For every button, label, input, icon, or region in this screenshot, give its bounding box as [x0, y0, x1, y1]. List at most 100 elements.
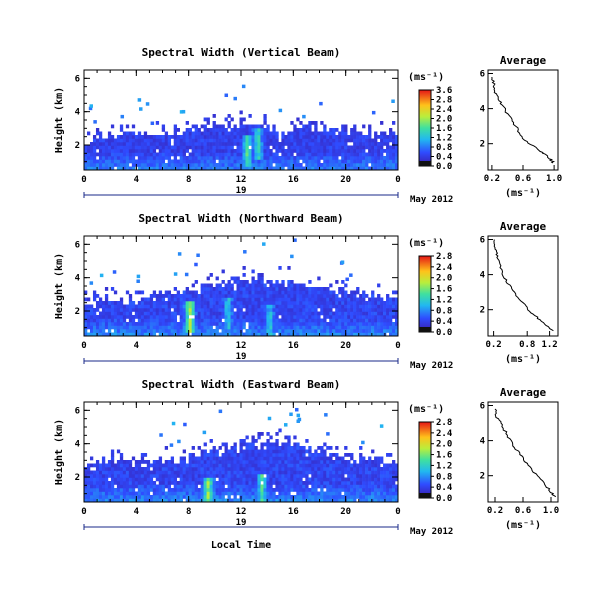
heatmap-cell — [293, 315, 297, 319]
heatmap-cell — [353, 460, 357, 464]
heatmap-cell — [197, 166, 201, 171]
heatmap-cell — [107, 311, 112, 316]
heatmap-cell — [254, 481, 258, 485]
heatmap-cell — [329, 145, 333, 150]
heatmap-cell — [239, 283, 243, 288]
heatmap-cell — [200, 477, 204, 482]
heatmap-cell — [302, 145, 306, 150]
heatmap-cell — [191, 318, 195, 323]
heatmap-cell — [266, 329, 270, 333]
heatmap-cell — [227, 163, 231, 167]
heatmap-cell — [263, 318, 267, 323]
heatmap-cell — [350, 484, 354, 489]
heatmap-cell — [263, 491, 267, 496]
heatmap-cell — [338, 470, 342, 475]
heatmap-cell — [155, 477, 160, 482]
heatmap-cell — [203, 325, 207, 330]
heatmap-cell — [377, 152, 381, 157]
heatmap-cell — [218, 138, 222, 143]
heatmap-cell — [281, 463, 285, 468]
heatmap-cell — [164, 138, 169, 143]
heatmap-cell — [107, 166, 112, 171]
heatmap-cell — [110, 460, 115, 464]
heatmap-cell — [293, 138, 297, 143]
heatmap-cell — [241, 84, 246, 89]
heatmap-cell — [344, 318, 348, 323]
heatmap-cell — [113, 498, 118, 503]
heatmap-cell — [314, 498, 318, 503]
heatmap-cell — [320, 304, 324, 309]
heatmap-cell — [221, 163, 225, 167]
heatmap-cell — [347, 318, 351, 323]
heatmap-cell — [89, 463, 94, 468]
heatmap-cell — [269, 325, 273, 330]
heatmap-cell — [137, 152, 142, 157]
heatmap-cell — [194, 138, 198, 143]
heatmap-cell — [290, 131, 294, 136]
heatmap-cell — [326, 159, 330, 164]
heatmap-cell — [257, 495, 261, 499]
heatmap-cell — [212, 159, 216, 164]
heatmap-cell — [392, 166, 396, 171]
heatmap-cell — [92, 166, 97, 171]
heatmap-cell — [112, 270, 117, 274]
heatmap-cell — [146, 301, 151, 305]
heatmap-cell — [299, 311, 303, 316]
heatmap-cell — [209, 325, 213, 330]
heatmap-cell — [317, 498, 321, 503]
heatmap-cell — [143, 325, 148, 330]
heatmap-cell — [113, 332, 118, 337]
heatmap-cell — [92, 477, 97, 482]
heatmap-cell — [320, 138, 324, 143]
heatmap-cell — [191, 453, 195, 457]
colorbar-tick-label: 0.0 — [436, 162, 452, 172]
heatmap-cell — [86, 152, 91, 157]
heatmap-cell — [314, 145, 318, 150]
heatmap-cell — [323, 481, 327, 485]
heatmap-cell — [290, 498, 294, 503]
heatmap-cell — [290, 460, 294, 464]
heatmap-cell — [140, 488, 145, 492]
heatmap-cell — [236, 332, 240, 337]
y-tick-label: 2 — [75, 473, 80, 483]
heatmap-cell — [215, 449, 219, 454]
heatmap-cell — [203, 145, 207, 150]
heatmap-cell — [218, 297, 222, 302]
heatmap-cell — [122, 484, 127, 489]
heatmap-cell — [152, 481, 157, 485]
heatmap-cell — [377, 484, 381, 489]
heatmap-cell — [257, 163, 261, 167]
heatmap-cell — [239, 463, 243, 468]
heatmap-cell — [251, 138, 255, 143]
heatmap-cell — [233, 495, 237, 499]
heatmap-cell — [269, 477, 273, 482]
heatmap-cell — [290, 138, 294, 143]
heatmap-cell — [269, 491, 273, 496]
heatmap-cell — [101, 301, 106, 305]
heatmap-cell — [89, 166, 94, 171]
heatmap-cell — [104, 322, 109, 326]
heatmap-cell — [302, 491, 306, 496]
heatmap-cell — [113, 474, 118, 478]
heatmap-cell — [185, 297, 189, 302]
heatmap-cell — [191, 152, 195, 157]
heatmap-cell — [86, 315, 91, 319]
heatmap-cell — [308, 145, 312, 150]
heatmap-cell — [197, 304, 201, 309]
heatmap-cell — [86, 149, 91, 153]
heatmap-cell — [92, 325, 97, 330]
heatmap-cell — [119, 315, 124, 319]
heatmap-cell — [284, 449, 288, 454]
heatmap-cell — [377, 135, 381, 139]
heatmap-cell — [263, 460, 267, 464]
heatmap-cell — [299, 142, 303, 146]
heatmap-cell — [116, 488, 121, 492]
heatmap-cell — [197, 128, 201, 132]
heatmap-cell — [89, 315, 94, 319]
heatmap-cell — [86, 481, 91, 485]
heatmap-cell — [320, 318, 324, 323]
heatmap-cell — [236, 152, 240, 157]
heatmap-cell — [380, 156, 384, 160]
heatmap-cell — [359, 470, 363, 475]
heatmap-cell — [161, 470, 166, 475]
